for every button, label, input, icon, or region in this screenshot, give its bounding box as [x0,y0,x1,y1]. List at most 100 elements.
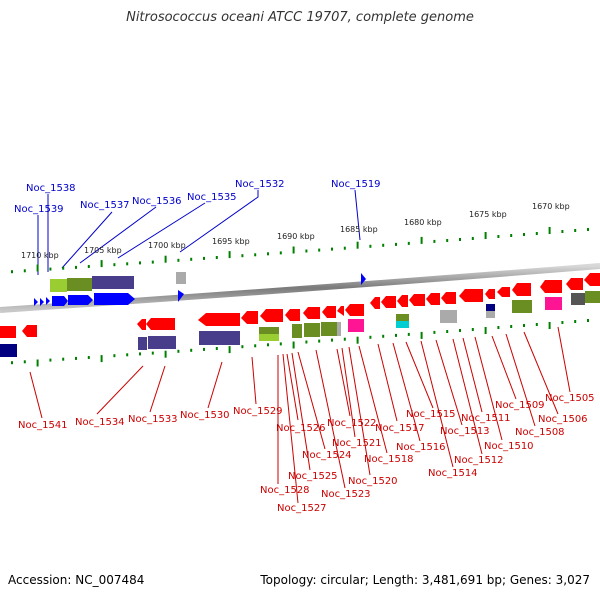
gene-arrow[interactable] [345,304,364,316]
gene-label[interactable]: Noc_1514 [428,468,478,479]
gene-label[interactable]: Noc_1532 [235,179,285,190]
minor-tick [254,344,257,348]
gene-label[interactable]: Noc_1520 [348,476,398,487]
gene-label[interactable]: Noc_1537 [80,200,130,211]
minor-tick [267,343,269,347]
minor-tick [331,338,333,342]
minor-tick [203,347,205,351]
gene-label[interactable]: Noc_1526 [276,423,326,434]
gene-arrow[interactable] [52,296,68,306]
minor-tick [49,267,52,271]
gene-arrow[interactable] [370,297,380,309]
minor-tick [433,239,436,243]
gene-label[interactable]: Noc_1508 [515,427,565,438]
gene-label[interactable]: Noc_1524 [302,450,352,461]
inner-scale-ticks [11,319,589,367]
gene-arrow[interactable] [512,283,531,296]
minor-tick [267,252,269,256]
gene-arrow[interactable] [0,326,16,338]
gene-label[interactable]: Noc_1525 [288,471,338,482]
gene-arrow[interactable] [303,307,320,319]
cog-box [486,304,495,311]
minor-tick [471,328,474,331]
minor-tick [369,335,372,339]
gene-arrow[interactable] [337,306,344,316]
gene-arrow[interactable] [22,325,37,337]
gene-arrow[interactable] [426,293,440,305]
minor-tick [279,342,282,346]
gene-arrow[interactable] [40,298,44,306]
leader-line [341,347,356,438]
gene-arrow[interactable] [497,287,510,297]
gene-arrow[interactable] [94,293,135,305]
gene-label[interactable]: Noc_1523 [321,489,371,500]
gene-arrow[interactable] [285,309,300,321]
minor-tick [203,256,205,260]
gene-label[interactable]: Noc_1527 [277,503,327,514]
gene-arrow[interactable] [584,273,600,286]
gene-arrow[interactable] [178,290,184,302]
gene-label[interactable]: Noc_1541 [18,420,68,431]
gene-arrow[interactable] [46,297,50,305]
minor-tick [343,337,346,341]
gene-label[interactable]: Noc_1530 [180,410,230,421]
gene-label[interactable]: Noc_1521 [332,438,382,449]
gene-label[interactable]: Noc_1512 [454,455,504,466]
minor-tick [587,228,589,231]
gene-label[interactable]: Noc_1518 [364,454,414,465]
gene-arrow[interactable] [241,311,258,324]
gene-arrow[interactable] [409,294,425,306]
leader-line [29,371,43,419]
leader-line [251,356,257,405]
gene-label[interactable]: Noc_1534 [75,417,125,428]
gene-label[interactable]: Noc_1519 [331,179,381,190]
gene-label[interactable]: Noc_1511 [461,413,511,424]
gene-label[interactable]: Noc_1510 [484,441,534,452]
gene-arrow[interactable] [68,295,93,305]
cog-box [92,276,134,289]
major-tick [36,359,39,367]
gene-label[interactable]: Noc_1538 [26,183,76,194]
gene-arrow[interactable] [397,295,408,307]
gene-arrow[interactable] [146,318,175,330]
gene-label[interactable]: Noc_1528 [260,485,310,496]
gene-label[interactable]: Noc_1505 [545,393,595,404]
minor-tick [126,262,129,266]
gene-arrow[interactable] [381,296,396,308]
gene-arrow[interactable] [137,319,146,330]
leader-line [491,335,517,400]
gene-arrow[interactable] [260,309,283,322]
gene-label[interactable]: Noc_1536 [132,196,182,207]
minor-tick [523,324,525,327]
forward-gene-labels: Noc_1539 Noc_1538 Noc_1537 Noc_1536 Noc_… [14,179,381,215]
gene-label[interactable]: Noc_1522 [327,418,377,429]
gene-arrow[interactable] [485,289,495,299]
minor-tick [151,260,154,264]
gene-label[interactable]: Noc_1516 [396,442,446,453]
gene-arrow[interactable] [459,289,483,302]
gene-label[interactable]: Noc_1506 [538,414,588,425]
minor-tick [49,358,52,362]
gene-label[interactable]: Noc_1515 [406,409,456,420]
gene-arrow[interactable] [322,306,336,318]
gene-label[interactable]: Noc_1535 [187,192,237,203]
scale-label: 1680 kbp [404,218,442,227]
gene-arrow[interactable] [198,313,240,326]
gene-label[interactable]: Noc_1529 [233,406,283,417]
gene-label[interactable]: Noc_1539 [14,204,64,215]
gene-arrow[interactable] [566,278,583,290]
gene-arrow[interactable] [540,280,562,293]
cog-box [545,297,562,310]
major-tick [420,236,423,244]
minor-tick [279,251,282,255]
gene-label[interactable]: Noc_1509 [495,400,545,411]
gene-label[interactable]: Noc_1533 [128,414,178,425]
minor-tick [87,356,90,359]
scale-label: 1700 kbp [148,241,186,250]
gene-arrow[interactable] [34,298,38,306]
gene-arrow[interactable] [441,292,456,304]
gene-arrow[interactable] [361,273,366,285]
major-tick [484,232,487,239]
gene-label[interactable]: Noc_1513 [440,426,490,437]
gene-label[interactable]: Noc_1517 [375,423,425,434]
